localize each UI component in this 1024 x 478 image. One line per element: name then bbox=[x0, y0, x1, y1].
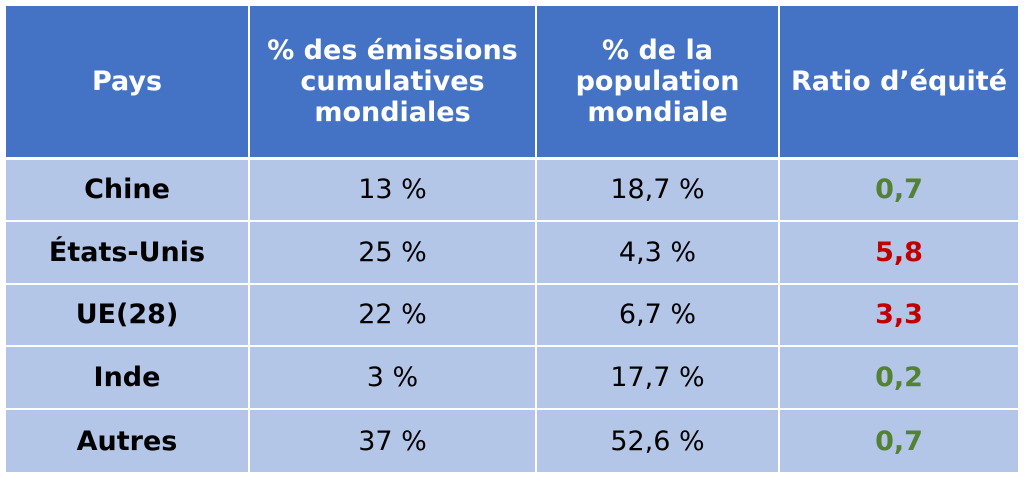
header-row: Pays % des émissions cumulatives mondial… bbox=[6, 6, 1018, 160]
cell-ratio: 0,2 bbox=[778, 345, 1018, 411]
table-body: Chine 13 % 18,7 % 0,7 États-Unis 25 % 4,… bbox=[6, 157, 1018, 472]
cell-population: 17,7 % bbox=[535, 345, 780, 411]
cell-population: 6,7 % bbox=[535, 282, 780, 348]
cell-ratio: 3,3 bbox=[778, 282, 1018, 348]
cell-population: 4,3 % bbox=[535, 219, 780, 285]
cell-country: Inde bbox=[6, 345, 250, 411]
cell-emissions: 37 % bbox=[248, 408, 537, 472]
table-row: Inde 3 % 17,7 % 0,2 bbox=[6, 345, 1018, 411]
header-emissions: % des émissions cumulatives mondiales bbox=[248, 6, 537, 160]
cell-ratio: 0,7 bbox=[778, 157, 1018, 222]
table-row: États-Unis 25 % 4,3 % 5,8 bbox=[6, 219, 1018, 285]
equity-table: Pays % des émissions cumulatives mondial… bbox=[6, 6, 1018, 472]
header-ratio: Ratio d’équité bbox=[778, 6, 1018, 160]
table-row: Autres 37 % 52,6 % 0,7 bbox=[6, 408, 1018, 472]
cell-ratio: 5,8 bbox=[778, 219, 1018, 285]
header-country: Pays bbox=[6, 6, 250, 160]
cell-country: Chine bbox=[6, 157, 250, 222]
cell-ratio: 0,7 bbox=[778, 408, 1018, 472]
cell-population: 52,6 % bbox=[535, 408, 780, 472]
cell-country: États-Unis bbox=[6, 219, 250, 285]
cell-population: 18,7 % bbox=[535, 157, 780, 222]
equity-table-container: Pays % des émissions cumulatives mondial… bbox=[6, 6, 1018, 472]
table-row: UE(28) 22 % 6,7 % 3,3 bbox=[6, 282, 1018, 348]
cell-country: Autres bbox=[6, 408, 250, 472]
table-header: Pays % des émissions cumulatives mondial… bbox=[6, 6, 1018, 160]
cell-emissions: 13 % bbox=[248, 157, 537, 222]
cell-country: UE(28) bbox=[6, 282, 250, 348]
cell-emissions: 22 % bbox=[248, 282, 537, 348]
cell-emissions: 3 % bbox=[248, 345, 537, 411]
table-row: Chine 13 % 18,7 % 0,7 bbox=[6, 157, 1018, 222]
header-population: % de la population mondiale bbox=[535, 6, 780, 160]
cell-emissions: 25 % bbox=[248, 219, 537, 285]
